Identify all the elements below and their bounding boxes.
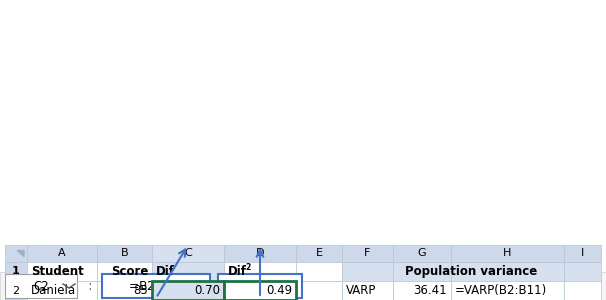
- Text: I: I: [581, 248, 584, 259]
- Text: 0.70: 0.70: [194, 284, 220, 297]
- Text: :: :: [88, 279, 92, 293]
- Bar: [451, 262, 564, 281]
- Bar: [0, 272, 606, 300]
- Text: VARP: VARP: [346, 284, 376, 297]
- Bar: [393, 245, 451, 262]
- Bar: [97, 245, 152, 262]
- Bar: [224, 281, 296, 300]
- Bar: [564, 262, 601, 281]
- Text: D: D: [256, 248, 264, 259]
- Bar: [97, 262, 152, 281]
- Bar: [393, 281, 451, 300]
- Text: Score: Score: [111, 265, 148, 278]
- Bar: [97, 281, 152, 300]
- Bar: [152, 245, 224, 262]
- Text: =B2-$B$12: =B2-$B$12: [128, 280, 184, 292]
- Bar: [296, 245, 342, 262]
- Bar: [5, 262, 27, 281]
- Text: A: A: [58, 248, 66, 259]
- Bar: [564, 245, 601, 262]
- Text: 36.41: 36.41: [413, 284, 447, 297]
- Bar: [27, 245, 97, 262]
- Bar: [224, 245, 296, 262]
- Bar: [5, 281, 27, 300]
- Text: 85: 85: [133, 284, 148, 297]
- Text: Student: Student: [31, 265, 84, 278]
- Text: C: C: [184, 248, 192, 259]
- Text: 1: 1: [12, 266, 20, 277]
- Bar: [218, 274, 302, 298]
- Text: 2: 2: [13, 286, 19, 296]
- Polygon shape: [17, 250, 24, 256]
- Bar: [296, 281, 342, 300]
- Bar: [296, 262, 342, 281]
- Text: Dif: Dif: [156, 265, 175, 278]
- Text: 0.49: 0.49: [266, 284, 292, 297]
- Text: 2: 2: [245, 263, 250, 272]
- Bar: [5, 274, 77, 298]
- Bar: [564, 281, 601, 300]
- Bar: [393, 262, 451, 281]
- Text: H: H: [504, 248, 511, 259]
- Text: E: E: [316, 248, 322, 259]
- Bar: [224, 281, 296, 300]
- Bar: [5, 245, 27, 262]
- Bar: [342, 245, 393, 262]
- Bar: [152, 262, 224, 281]
- Text: F: F: [364, 248, 371, 259]
- Bar: [152, 281, 224, 300]
- Bar: [152, 281, 224, 300]
- Text: =VARP(B2:B11): =VARP(B2:B11): [455, 284, 547, 297]
- Text: B: B: [121, 248, 128, 259]
- Text: G: G: [418, 248, 426, 259]
- Text: C2: C2: [33, 280, 49, 292]
- Bar: [451, 281, 564, 300]
- Text: Population variance: Population variance: [405, 265, 538, 278]
- Bar: [342, 262, 393, 281]
- Text: 0.49: 0.49: [266, 284, 292, 297]
- Bar: [102, 274, 210, 298]
- Text: Dif: Dif: [228, 265, 247, 278]
- Text: =C2^2: =C2^2: [238, 280, 282, 292]
- Bar: [27, 281, 97, 300]
- Text: Daniela: Daniela: [31, 284, 76, 297]
- Bar: [342, 281, 393, 300]
- Text: 0.70: 0.70: [194, 284, 220, 297]
- Bar: [224, 262, 296, 281]
- Bar: [451, 245, 564, 262]
- Bar: [27, 262, 97, 281]
